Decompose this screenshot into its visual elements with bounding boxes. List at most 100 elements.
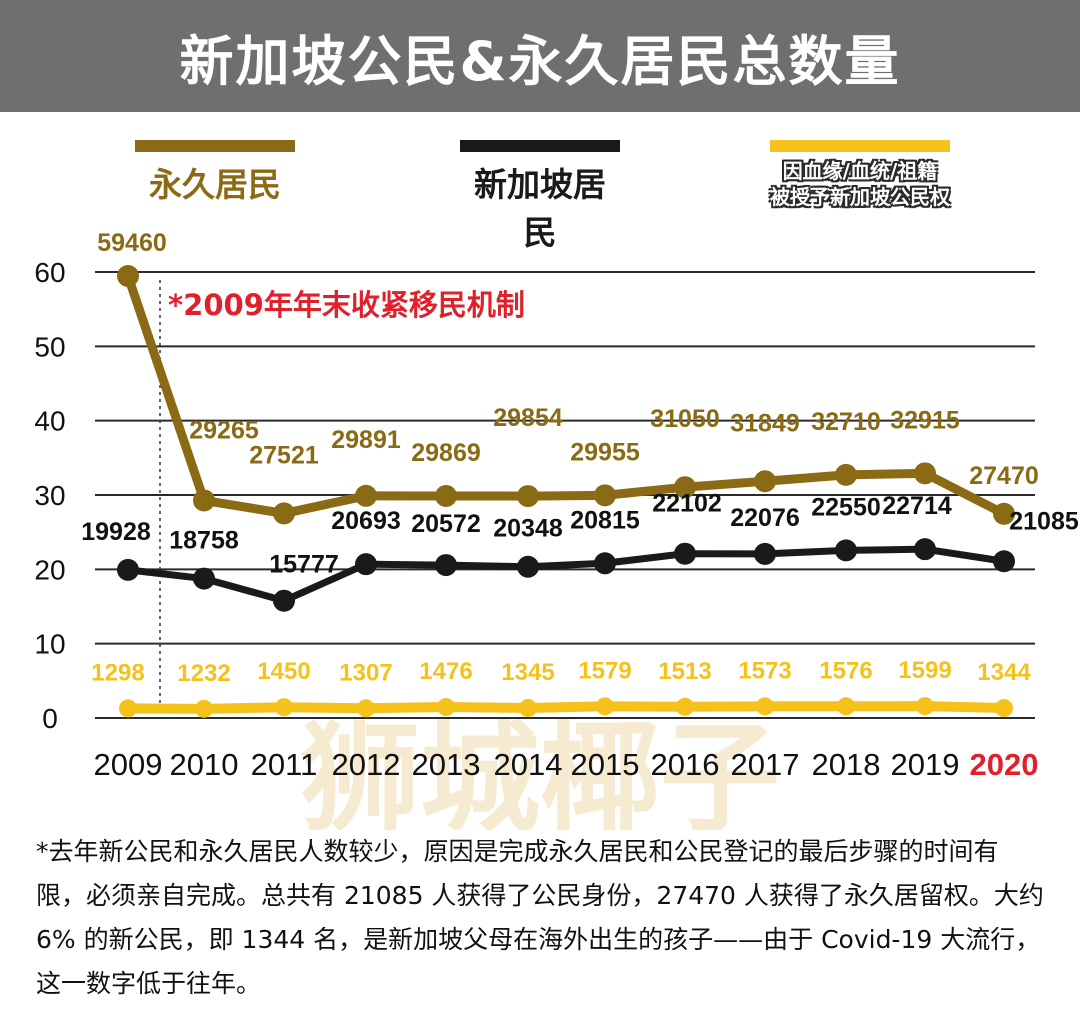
data-point (993, 502, 1015, 525)
x-axis-ticks: 2009 2010 2011 2012 2013 2014 2015 2016 2017 2018… (94, 747, 1039, 782)
title-bar: 新加坡公民&永久居民总数量 (0, 0, 1080, 112)
y-axis-ticks: 0 10 20 30 40 50 60 (34, 257, 65, 734)
data-point (835, 539, 857, 562)
y-tick-label: 60 (34, 257, 65, 288)
data-point (916, 697, 934, 716)
x-tick-label: 2012 (332, 747, 401, 782)
data-point (914, 538, 936, 561)
data-label: 1513 (658, 658, 711, 685)
data-label: 32710 (811, 408, 881, 436)
x-tick-label: 2017 (731, 747, 800, 782)
data-label: 1232 (177, 660, 230, 687)
data-point (754, 470, 776, 493)
data-label: 19928 (81, 518, 151, 546)
data-label: 29955 (570, 438, 640, 466)
legend-label-pr: 永久居民 (149, 165, 281, 204)
y-tick-label: 0 (42, 703, 58, 734)
data-point (355, 553, 377, 576)
data-label: 20693 (331, 507, 401, 535)
footnote: *去年新公民和永久居民人数较少，原因是完成永久居民和公民登记的最后步骤的时间有限… (36, 837, 1044, 998)
data-label: 29854 (493, 404, 563, 432)
data-point (594, 552, 616, 575)
data-point (357, 699, 375, 718)
data-label: 32915 (890, 406, 960, 434)
data-label: 22550 (811, 493, 881, 521)
y-tick-label: 20 (34, 554, 65, 585)
legend-item-citizen: 新加坡居民 (460, 140, 620, 254)
data-point (119, 699, 137, 718)
data-point (674, 542, 696, 565)
data-label: 15777 (269, 551, 339, 579)
data-point (117, 558, 139, 581)
data-label: 31050 (650, 405, 720, 433)
data-label: 1476 (419, 658, 472, 685)
data-point (517, 555, 539, 578)
data-point (519, 699, 537, 718)
data-point (273, 589, 295, 612)
data-label: 1579 (578, 657, 631, 684)
legend-item-pr: 永久居民 (135, 140, 295, 206)
data-point (993, 550, 1015, 573)
x-tick-label: 2016 (651, 747, 720, 782)
legend-label-descent-line2: 被授予新加坡公民权 (770, 185, 950, 209)
watermark: 狮城椰子 (300, 710, 780, 830)
data-label: 1344 (977, 659, 1031, 686)
data-label: 1450 (257, 658, 310, 685)
data-point (193, 567, 215, 590)
data-point (995, 699, 1013, 718)
data-label: 1307 (339, 659, 392, 686)
y-tick-label: 50 (34, 331, 65, 362)
data-label: 1298 (91, 659, 144, 686)
y-tick-label: 30 (34, 480, 65, 511)
data-point (117, 265, 139, 288)
data-point (676, 697, 694, 716)
data-label: 1599 (898, 657, 951, 684)
x-tick-label: 2009 (94, 747, 163, 782)
data-label: 22714 (882, 492, 952, 520)
data-label: 27470 (969, 462, 1039, 490)
legend-swatch-pr (135, 140, 295, 152)
data-point (914, 462, 936, 485)
x-tick-label: 2015 (571, 747, 640, 782)
x-tick-label: 2018 (812, 747, 881, 782)
x-tick-label: 2020 (970, 747, 1039, 782)
annotation-text: *2009年年末收紧移民机制 (168, 288, 525, 322)
legend-item-descent: 因血缘/血统/祖籍 被授予新加坡公民权 (750, 140, 970, 210)
y-tick-label: 40 (34, 406, 65, 437)
legend-label-descent-line1: 因血缘/血统/祖籍 (782, 159, 938, 183)
data-label: 59460 (97, 230, 167, 257)
series-line-1 (124, 545, 1008, 605)
x-tick-label: 2010 (170, 747, 239, 782)
x-tick-label: 2019 (891, 747, 960, 782)
y-tick-label: 10 (34, 629, 65, 660)
x-tick-label: 2013 (412, 747, 481, 782)
data-point (835, 463, 857, 486)
data-point (435, 554, 457, 577)
x-tick-label: 2014 (494, 747, 563, 782)
data-label: 31849 (730, 409, 800, 437)
data-point (275, 698, 293, 717)
data-point (437, 698, 455, 717)
data-point (435, 484, 457, 507)
data-label: 20348 (493, 515, 563, 543)
legend-swatch-citizen (460, 140, 620, 152)
data-point (674, 476, 696, 499)
legend-swatch-descent (770, 140, 950, 152)
data-label: 29265 (189, 416, 259, 444)
data-point (754, 542, 776, 565)
data-point (517, 485, 539, 508)
data-label: 27521 (249, 441, 319, 469)
data-point (596, 697, 614, 716)
page-title: 新加坡公民&永久居民总数量 (179, 29, 901, 93)
data-label: 22076 (730, 504, 800, 532)
data-label: 1576 (819, 657, 872, 684)
x-tick-label: 2011 (251, 747, 318, 782)
data-label: 20572 (411, 510, 481, 538)
series-line-2 (123, 701, 1009, 714)
grid-lines (95, 271, 1035, 719)
data-label: 22102 (652, 490, 722, 518)
data-label: 21085 (1009, 507, 1079, 535)
series-line-0 (123, 271, 1009, 519)
